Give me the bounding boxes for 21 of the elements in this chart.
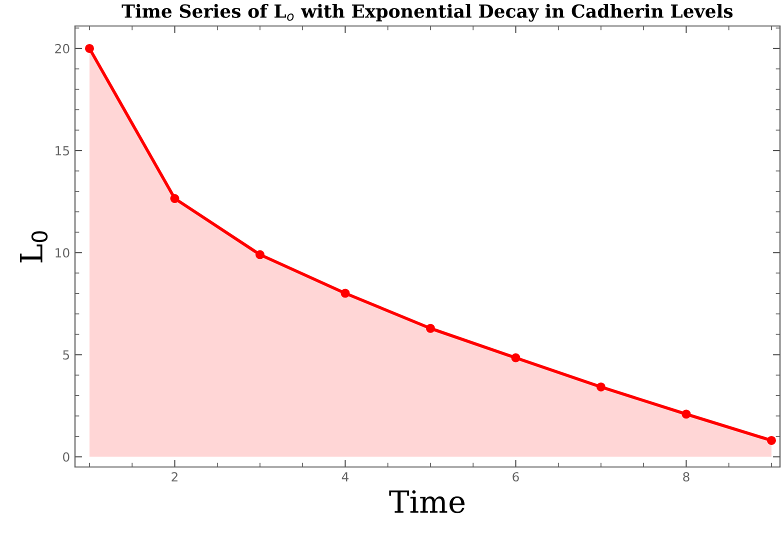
point bbox=[596, 382, 606, 392]
x-tick-label: 4 bbox=[342, 472, 349, 482]
point bbox=[426, 324, 435, 333]
point bbox=[255, 250, 264, 260]
y-tick-label: 10 bbox=[56, 248, 70, 258]
x-tick-label: 8 bbox=[683, 472, 690, 482]
point bbox=[84, 44, 94, 53]
point bbox=[766, 436, 776, 445]
y-tick-label: 20 bbox=[55, 44, 70, 54]
y-axis-title: L$_{0}$ bbox=[20, 231, 48, 262]
point bbox=[170, 194, 180, 204]
x-axis-title: Time bbox=[389, 490, 465, 514]
x-tick-label: 6 bbox=[512, 472, 519, 482]
y-tick-label: 0 bbox=[63, 452, 70, 462]
chart-title: Time Series of L$_{o}$ with Exponential Decay in Cadherin Levels bbox=[122, 4, 733, 22]
y-tick-label: 5 bbox=[63, 350, 70, 360]
point bbox=[682, 410, 691, 419]
x-tick-label: 2 bbox=[172, 472, 178, 482]
point bbox=[511, 353, 520, 362]
point bbox=[340, 288, 350, 298]
y-tick-label: 15 bbox=[56, 146, 70, 156]
